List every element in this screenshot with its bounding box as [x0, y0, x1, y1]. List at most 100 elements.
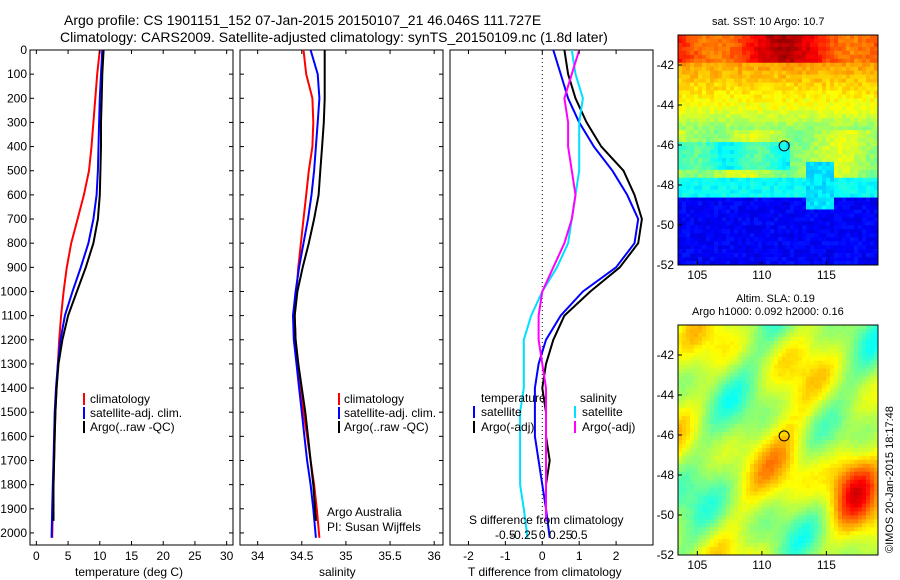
map-cell	[750, 90, 755, 95]
map-cell	[702, 106, 707, 111]
map-cell	[862, 447, 867, 453]
map-cell	[802, 372, 807, 377]
map-cell	[774, 447, 779, 453]
map-cell	[758, 221, 763, 226]
map-cell	[846, 376, 851, 381]
map-cell	[762, 38, 767, 44]
map-cell	[834, 380, 839, 385]
map-cell	[750, 253, 755, 258]
map-cell	[798, 74, 803, 79]
map-cell	[766, 408, 771, 413]
map-cell	[718, 138, 723, 143]
map-cell	[846, 82, 851, 87]
map-cell	[794, 241, 799, 246]
map-cell	[830, 249, 835, 254]
map-cell	[754, 440, 759, 445]
map-cell	[754, 110, 759, 115]
map-cell	[766, 420, 771, 425]
map-cell	[742, 193, 747, 198]
map-cell	[790, 221, 795, 226]
map-cell	[862, 114, 867, 119]
map-cell	[690, 86, 695, 91]
map-cell	[682, 157, 687, 163]
map-cell	[842, 181, 847, 186]
map-cell	[694, 463, 699, 469]
map-cell	[694, 86, 699, 91]
map-cell	[782, 58, 787, 64]
map-cell	[722, 161, 727, 167]
map-cell	[702, 50, 707, 56]
map-cell	[790, 467, 795, 473]
map-cell	[778, 42, 783, 48]
map-cell	[806, 440, 811, 445]
map-cell	[738, 428, 743, 433]
map-cell	[866, 146, 871, 151]
map-cell	[714, 245, 719, 250]
map-cell	[746, 201, 751, 206]
map-cell	[786, 424, 791, 429]
map-cell	[802, 412, 807, 417]
map-cell	[766, 138, 771, 143]
map-cell	[798, 197, 803, 202]
map-cell	[710, 372, 715, 377]
map-cell	[710, 360, 715, 365]
map-cell	[822, 368, 827, 373]
map-cell	[798, 253, 803, 258]
map-cell	[862, 74, 867, 79]
map-cell	[734, 157, 739, 163]
map-cell	[766, 157, 771, 163]
map-cell	[838, 443, 843, 449]
depth-tick-label: 600	[7, 188, 27, 202]
map-cell	[690, 257, 695, 262]
map-cell	[862, 229, 867, 234]
map-cell	[866, 98, 871, 103]
map-cell	[794, 90, 799, 95]
map-cell	[714, 467, 719, 473]
map-cell	[710, 153, 715, 159]
map-cell	[830, 356, 835, 361]
map-cell	[782, 245, 787, 250]
map-cell	[770, 213, 775, 218]
map-cell	[870, 70, 875, 75]
map-cell	[734, 364, 739, 369]
map-cell	[746, 332, 751, 338]
map-cell	[766, 82, 771, 87]
map-cell	[822, 364, 827, 369]
map-cell	[790, 360, 795, 365]
map-cell	[826, 352, 831, 358]
map-cell	[810, 328, 815, 334]
map-cell	[846, 368, 851, 373]
map-cell	[870, 205, 875, 210]
map-cell	[738, 257, 743, 262]
map-cell	[826, 237, 831, 242]
map-cell	[706, 50, 711, 56]
map-cell	[722, 142, 727, 147]
map-cell	[806, 424, 811, 429]
map-cell	[686, 66, 691, 71]
map-cell	[678, 122, 683, 127]
map-cell	[850, 420, 855, 425]
map-cell	[730, 400, 735, 405]
map-cell	[814, 241, 819, 246]
map-cell	[738, 126, 743, 131]
map-cell	[698, 197, 703, 202]
map-cell	[794, 82, 799, 87]
map-cell	[702, 221, 707, 226]
map-cell	[858, 404, 863, 409]
map-cell	[822, 229, 827, 234]
map-cell	[682, 340, 687, 346]
map-cell	[686, 404, 691, 409]
map-cell	[786, 344, 791, 350]
map-cell	[726, 443, 731, 449]
map-cell	[758, 440, 763, 445]
map-cell	[742, 185, 747, 190]
map-cell	[778, 332, 783, 338]
map-cell	[742, 74, 747, 79]
map-cell	[686, 161, 691, 167]
map-cell	[726, 229, 731, 234]
map-cell	[746, 82, 751, 87]
map-cell	[854, 432, 859, 437]
map-cell	[830, 213, 835, 218]
map-cell	[870, 356, 875, 361]
map-cell	[818, 257, 823, 262]
